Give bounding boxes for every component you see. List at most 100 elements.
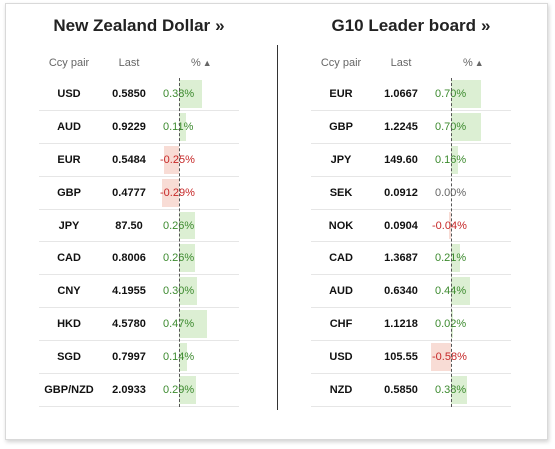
ccy-pair-cell[interactable]: GBP [57,186,81,199]
positive-change-bar [451,80,481,108]
pct-change-value: -0.29% [160,186,195,199]
panel-divider [277,45,278,410]
pct-change-value: 0.44% [435,285,467,298]
pct-change-cell: 0.70% [431,111,511,143]
ccy-pair-cell[interactable]: USD [329,351,353,364]
last-price-cell: 87.50 [115,219,143,232]
header-pct-label: % [463,57,473,69]
ccy-pair-cell[interactable]: USD [57,87,81,100]
nzd-table-body: USD 0.5850 0.38% AUD 0.9229 0.11% EUR 0.5484 -0.… [39,78,239,407]
table-row[interactable]: CHF 1.1218 0.02% [311,308,511,342]
ccy-pair-cell[interactable]: JPY [330,153,352,166]
table-row[interactable]: SEK 0.0912 0.00% [311,177,511,210]
header-ccy-pair[interactable]: Ccy pair [48,57,90,69]
pct-change-value: 0.00% [435,186,467,199]
ccy-pair-cell[interactable]: NZD [329,383,353,396]
sort-up-icon[interactable]: ▲ [202,58,212,68]
table-row[interactable]: EUR 0.5484 -0.25% [39,144,239,177]
last-price-cell: 0.0912 [384,186,418,199]
g10-panel-title[interactable]: G10 Leader board » [311,4,511,48]
table-row[interactable]: HKD 4.5780 0.47% [39,308,239,342]
ccy-pair-cell[interactable]: CHF [329,318,353,331]
ccy-pair-cell[interactable]: JPY [58,219,80,232]
header-ccy-pair[interactable]: Ccy pair [320,57,362,69]
table-row[interactable]: AUD 0.9229 0.11% [39,111,239,144]
pct-change-cell: 0.26% [159,242,239,274]
table-row[interactable]: AUD 0.6340 0.44% [311,275,511,309]
pct-change-value: -0.04% [432,219,467,232]
last-price-cell: 1.0667 [384,87,418,100]
ccy-pair-cell[interactable]: CAD [329,252,353,265]
table-row[interactable]: JPY 149.60 0.16% [311,144,511,177]
chevron-right-icon[interactable]: » [481,16,491,35]
table-row[interactable]: NZD 0.5850 0.38% [311,374,511,407]
pct-change-value: 0.70% [435,87,467,100]
ccy-pair-cell[interactable]: SGD [57,351,81,364]
ccy-pair-cell[interactable]: AUD [57,120,81,133]
g10-title-text[interactable]: G10 Leader board [331,16,477,35]
ccy-pair-cell[interactable]: HKD [57,318,81,331]
table-row[interactable]: GBP 1.2245 0.70% [311,111,511,144]
table-row[interactable]: GBP 0.4777 -0.29% [39,177,239,210]
table-row[interactable]: CAD 0.8006 0.26% [39,242,239,276]
pct-change-cell: 0.02% [431,308,511,340]
last-price-cell: 4.5780 [112,318,146,331]
pct-change-value: 0.02% [435,318,467,331]
header-last[interactable]: Last [118,57,140,69]
pct-change-cell: -0.25% [159,144,239,176]
positive-change-bar [179,112,186,141]
chevron-right-icon[interactable]: » [215,16,225,35]
pct-change-value: 0.29% [163,383,195,396]
positive-change-bar [179,343,188,372]
pct-change-value: 0.47% [163,318,195,331]
header-pct[interactable]: % ▲ [159,57,239,69]
table-row[interactable]: SGD 0.7997 0.14% [39,341,239,375]
table-row[interactable]: JPY 87.50 0.26% [39,210,239,243]
header-pct[interactable]: % ▲ [431,57,511,69]
ccy-pair-cell[interactable]: GBP/NZD [44,383,94,396]
ccy-pair-cell[interactable]: GBP [329,120,353,133]
ccy-pair-cell[interactable]: EUR [329,87,353,100]
nzd-title-text[interactable]: New Zealand Dollar [53,16,211,35]
nzd-panel-title[interactable]: New Zealand Dollar » [39,4,239,48]
table-row[interactable]: EUR 1.0667 0.70% [311,78,511,111]
table-row[interactable]: NOK 0.0904 -0.04% [311,210,511,243]
g10-panel: G10 Leader board » Ccy pair Last % ▲ EUR 1… [311,4,511,407]
pct-change-cell: 0.38% [431,374,511,406]
last-price-cell: 1.3687 [384,252,418,265]
ccy-pair-cell[interactable]: SEK [329,186,353,199]
ccy-pair-cell[interactable]: CNY [57,285,81,298]
pct-change-cell: 0.26% [159,210,239,242]
pct-change-cell: 0.11% [159,111,239,143]
positive-change-bar [451,112,481,141]
last-price-cell: 0.0904 [384,219,418,232]
positive-change-bar [451,310,453,339]
positive-change-bar [179,211,195,240]
nzd-panel: New Zealand Dollar » Ccy pair Last % ▲ US… [39,4,239,407]
table-row[interactable]: GBP/NZD 2.0933 0.29% [39,374,239,407]
sort-up-icon[interactable]: ▲ [474,58,484,68]
positive-change-bar [179,80,202,108]
ccy-pair-cell[interactable]: AUD [329,285,353,298]
table-row[interactable]: CAD 1.3687 0.21% [311,242,511,276]
pct-change-cell: 0.14% [159,341,239,373]
table-row[interactable]: CNY 4.1955 0.30% [39,275,239,309]
positive-change-bar [179,244,195,273]
last-price-cell: 0.5850 [112,87,146,100]
positive-change-bar [179,376,197,404]
ccy-pair-cell[interactable]: NOK [328,219,354,232]
table-row[interactable]: USD 105.55 -0.58% [311,341,511,375]
header-pct-label: % [191,57,201,69]
ccy-pair-cell[interactable]: CAD [57,252,81,265]
ccy-pair-cell[interactable]: EUR [57,153,81,166]
positive-change-bar [451,376,468,404]
pct-change-cell: -0.58% [431,341,511,373]
positive-change-bar [179,277,197,306]
negative-change-bar [161,178,179,207]
g10-table-header: Ccy pair Last % ▲ [311,48,511,78]
header-last[interactable]: Last [390,57,412,69]
pct-change-value: 0.26% [163,219,195,232]
table-row[interactable]: USD 0.5850 0.38% [39,78,239,111]
negative-change-bar [164,145,179,174]
last-price-cell: 4.1955 [112,285,146,298]
